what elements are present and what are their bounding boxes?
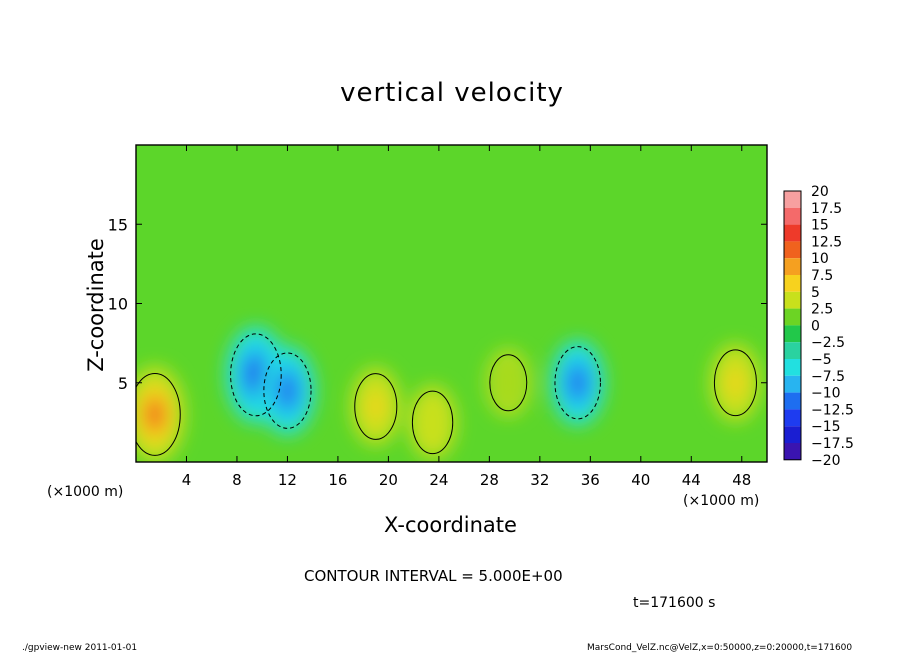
feature-downdraft-peak <box>569 367 586 398</box>
colorbar-segment <box>784 443 801 460</box>
x-tick-label: 48 <box>732 471 751 489</box>
colorbar-segment <box>784 359 801 376</box>
colorbar-label: −10 <box>811 386 841 402</box>
x-tick-label: 44 <box>682 471 701 489</box>
colorbar-segment <box>784 241 801 259</box>
velocity-field <box>136 145 767 462</box>
colorbar-label: 5 <box>811 285 820 301</box>
feature-updraft-peak <box>368 392 384 421</box>
colorbar-label: −20 <box>811 453 841 469</box>
colorbar-segment <box>784 375 801 393</box>
colorbar-segment <box>784 392 801 410</box>
chart-title: vertical velocity <box>340 78 564 108</box>
colorbar-label: 2.5 <box>811 302 833 318</box>
colorbar-segment <box>784 426 801 443</box>
colorbar-label: 20 <box>811 184 829 200</box>
colorbar-label: −15 <box>811 419 841 435</box>
contour-interval: CONTOUR INTERVAL = 5.000E+00 <box>304 567 563 585</box>
colorbar-label: 12.5 <box>811 234 842 250</box>
colorbar-segment <box>784 342 801 359</box>
colorbar-segment <box>784 275 801 292</box>
y-tick-label: 5 <box>118 374 128 393</box>
colorbar-segment <box>784 291 801 309</box>
field-features <box>136 326 761 462</box>
contour-line <box>354 373 398 440</box>
contour-line <box>263 352 312 429</box>
x-tick-label: 4 <box>182 471 192 489</box>
colorbar-label: 7.5 <box>811 268 833 284</box>
contour-line <box>554 346 601 420</box>
feature-updraft-peak <box>145 397 164 432</box>
colorbar-segment <box>784 409 801 427</box>
contour-line <box>489 354 528 412</box>
footer-right: MarsCond_VelZ.nc@VelZ,x=0:50000,z=0:2000… <box>587 643 853 653</box>
time-label: t=171600 s <box>633 595 716 611</box>
y-tick-label: 15 <box>108 215 128 234</box>
colorbar-label: −12.5 <box>811 402 854 418</box>
colorbar-label: 17.5 <box>811 201 842 217</box>
x-tick-label: 16 <box>328 471 347 489</box>
colorbar-segment <box>784 325 801 343</box>
x-tick-label: 40 <box>631 471 650 489</box>
colorbar-segment <box>784 207 801 225</box>
y-axis: 5 10 15 <box>108 215 767 393</box>
colorbar-segment <box>784 308 801 326</box>
colorbar-label: −2.5 <box>811 335 845 351</box>
colorbar-label: 0 <box>811 318 820 334</box>
colorbar-segment <box>784 224 801 242</box>
x-tick-label: 8 <box>232 471 242 489</box>
contour-line <box>230 333 282 417</box>
feature-updraft-peak <box>501 371 515 395</box>
feature-downdraft-peak <box>279 375 296 407</box>
y-axis-label: Z-coordinate <box>84 238 108 372</box>
colorbar-label: 15 <box>811 218 829 234</box>
colorbar: 2017.51512.5107.552.50−2.5−5−7.5−10−12.5… <box>783 184 854 469</box>
y-unit-label: (×1000 m) <box>47 484 124 500</box>
feature-updraft-peak <box>728 369 743 397</box>
x-axis-label: X-coordinate <box>0 513 904 537</box>
colorbar-segment <box>784 258 801 275</box>
x-unit-label: (×1000 m) <box>683 493 760 509</box>
contour-line <box>713 349 757 417</box>
colorbar-label: −5 <box>811 352 832 368</box>
x-axis-label-text: X-coordinate <box>384 513 517 537</box>
x-tick-label: 12 <box>278 471 297 489</box>
x-tick-label: 36 <box>581 471 600 489</box>
x-tick-label: 24 <box>429 471 448 489</box>
colorbar-segment <box>784 191 801 208</box>
footer-left: ./gpview-new 2011-01-01 <box>22 643 138 653</box>
feature-updraft-peak <box>425 409 440 436</box>
colorbar-label: −7.5 <box>811 369 845 385</box>
x-tick-label: 28 <box>480 471 499 489</box>
contour-line <box>136 373 181 456</box>
colorbar-label: −17.5 <box>811 436 854 452</box>
x-axis: 4 8 12 16 20 24 28 32 36 40 44 48 <box>182 145 751 489</box>
x-tick-label: 32 <box>530 471 549 489</box>
colorbar-frame <box>783 190 802 461</box>
colorbar-label: 10 <box>811 251 829 267</box>
contour-line <box>411 390 454 455</box>
x-tick-label: 20 <box>379 471 398 489</box>
y-tick-label: 10 <box>108 295 128 314</box>
